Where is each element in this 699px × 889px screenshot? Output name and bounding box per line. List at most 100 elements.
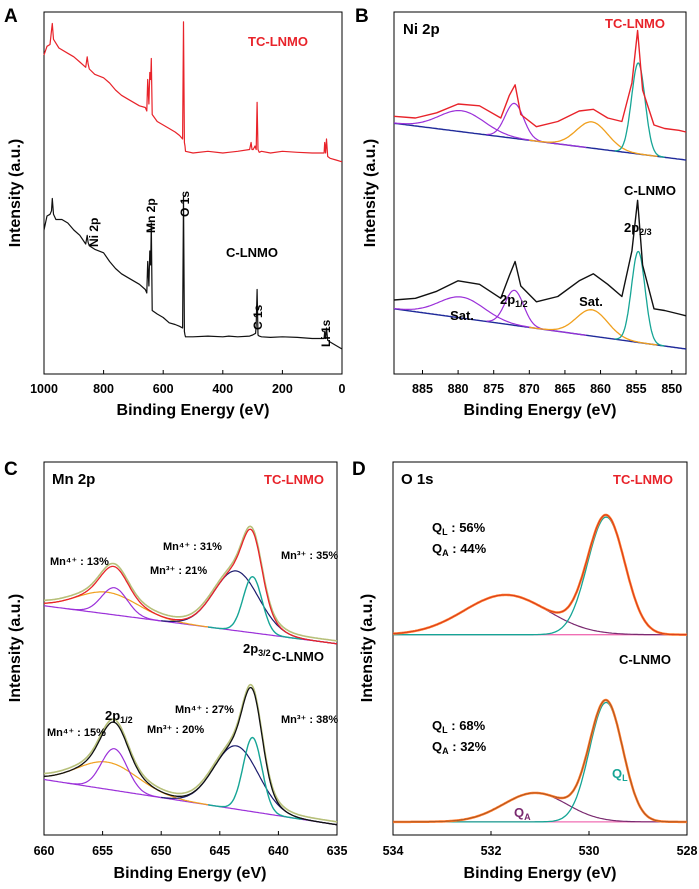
panel-c-c-comp-4: Mn³⁺ : 38% (281, 714, 338, 726)
panel-a-mn2p-label: Mn 2p (144, 198, 158, 233)
panel-d-qa-peak-label: QA (514, 805, 531, 822)
panel-b-tc-lnmo-data (393, 29, 687, 133)
panel-a-c-label: C-LNMO (226, 245, 278, 260)
panel-c-tc-envelope (44, 525, 338, 642)
panel-d-title: O 1s (401, 471, 434, 488)
panel-c-c-mn3-low (67, 748, 162, 799)
panel-a-x-tick-label: 400 (212, 382, 233, 396)
panel-b-x-tick-label: 860 (590, 382, 611, 396)
panel-c-frame (43, 461, 338, 836)
panel-d-x-tick-label: 530 (579, 844, 600, 858)
panel-b-2p23-label: 2p2/3 (624, 220, 652, 237)
panel-d-x-tick-label: 532 (481, 844, 502, 858)
panel-c-ylabel: Intensity (a.u.) (7, 594, 24, 702)
panel-c-x-tick-label: 645 (209, 844, 230, 858)
panel-b-c-2p23-fit (614, 250, 665, 347)
panel-d-tc-fit-sum (392, 514, 687, 636)
panel-c-c-mn3-high (207, 736, 302, 820)
panel-b-x-tick-label: 865 (554, 382, 575, 396)
panel-c-x-tick-label: 660 (34, 844, 55, 858)
panel-c-x-tick-label: 655 (92, 844, 113, 858)
panel-b-tc-sat1-fit (393, 110, 587, 149)
panel-b-c-sat1-fit (393, 296, 587, 336)
panel-c-tc-comp-1: Mn⁴⁺ : 13% (50, 556, 109, 568)
panel-letter-b: B (355, 6, 369, 27)
panel-a-ylabel: Intensity (a.u.) (7, 139, 24, 247)
panel-a-x-tick-label: 200 (272, 382, 293, 396)
panel-a-x-tick-label: 0 (339, 382, 346, 396)
panel-c-ticks: 660 655 650 645 640 635 (34, 831, 348, 858)
panel-d-ql-peak-label: QL (612, 766, 628, 783)
panel-a-xlabel: Binding Energy (eV) (117, 402, 270, 419)
panel-d-frame (392, 461, 688, 836)
panel-b-plot (393, 29, 687, 350)
panel-b-c-label: C-LNMO (624, 183, 676, 198)
panel-d-tc-qa: QA : 44% (432, 541, 487, 558)
panel-b-sat-label-1: Sat. (450, 308, 474, 323)
panel-c-c-comp-1: Mn⁴⁺ : 15% (47, 727, 106, 739)
panel-b-xlabel: Binding Energy (eV) (464, 402, 617, 419)
panel-c-tc-mn3-high (207, 576, 302, 640)
panel-a-frame (43, 11, 343, 375)
panel-b-x-tick-label: 880 (448, 382, 469, 396)
panel-b-c-sat2-fit (529, 309, 658, 346)
panel-d-c-ql: QL : 68% (432, 718, 486, 735)
panel-b-sat-label-2: Sat. (579, 294, 603, 309)
panel-a-li1s-label: Li 1s (319, 319, 333, 347)
panel-d-ylabel: Intensity (a.u.) (359, 594, 376, 702)
panel-d-x-tick-label: 528 (677, 844, 698, 858)
panel-d-xlabel: Binding Energy (eV) (464, 865, 617, 882)
panel-a-x-tick-label: 800 (93, 382, 114, 396)
panel-b-tc-2p23-fit (614, 62, 665, 158)
panel-c-tc-comp-3: Mn⁴⁺ : 31% (163, 541, 222, 553)
panel-c-x-tick-label: 635 (327, 844, 348, 858)
panel-c-c-label: C-LNMO (272, 649, 324, 664)
panel-a-x-tick-label: 1000 (30, 382, 58, 396)
panel-d-c-fit-sum (393, 699, 687, 823)
panel-b-x-tick-label: 885 (412, 382, 433, 396)
panel-b-tc-label: TC-LNMO (605, 16, 665, 31)
panel-c-2p12-label: 2p1/2 (105, 708, 133, 725)
panel-a-c1s-label: C 1s (251, 304, 265, 330)
panel-c-tc-label: TC-LNMO (264, 472, 324, 487)
panel-c-tc-data (44, 528, 338, 645)
panel-d-ticks: 534 532 530 528 (383, 831, 698, 858)
panel-c-plot (43, 525, 338, 826)
panel-letter-a: A (4, 6, 18, 27)
panel-c-c-mn4-high (161, 745, 338, 826)
panel-b-x-tick-label: 870 (519, 382, 540, 396)
panel-letter-d: D (352, 459, 366, 480)
panel-a-series-tc-lnmo (43, 21, 343, 163)
panel-c-c-comp-2: Mn³⁺ : 20% (147, 724, 204, 736)
panel-d-tc-ql: QL : 56% (432, 520, 486, 537)
panel-b-title: Ni 2p (403, 21, 440, 38)
panel-c-tc-comp-4: Mn³⁺ : 35% (281, 550, 338, 562)
panel-c-c-envelope (43, 683, 338, 823)
panel-b-c-lnmo-data (393, 199, 687, 317)
panel-c-tc-mn3-low (67, 587, 162, 622)
panel-b-tc-sat2-fit (529, 121, 658, 158)
panel-b-x-tick-label: 850 (661, 382, 682, 396)
panel-b-c-2p12-fit (486, 289, 544, 330)
panel-b-ticks: 885 880 875 870 865 860 855 850 (412, 370, 682, 396)
panel-d-tc-label: TC-LNMO (613, 472, 673, 487)
panel-d-c-qa-fit (393, 792, 687, 823)
panel-b-ylabel: Intensity (a.u.) (362, 139, 379, 247)
panel-d-c-label: C-LNMO (619, 652, 671, 667)
panel-a-series-c-lnmo (43, 196, 343, 350)
panel-c-xlabel: Binding Energy (eV) (114, 865, 267, 882)
panel-c-2p32-label: 2p3/2 (243, 641, 271, 658)
panel-d-c-qa: QA : 32% (432, 739, 487, 756)
panel-d-tc-qa-fit (392, 594, 687, 636)
panel-d-x-tick-label: 534 (383, 844, 404, 858)
panel-b-2p12-label: 2p1/2 (500, 292, 528, 309)
panel-a-ticks: 1000 800 600 400 200 0 (30, 370, 346, 396)
panel-c-x-tick-label: 640 (268, 844, 289, 858)
panel-a-ni2p-label: Ni 2p (87, 218, 101, 247)
panel-a-x-tick-label: 600 (153, 382, 174, 396)
panel-a-plot (43, 21, 343, 350)
panel-b-x-tick-label: 875 (483, 382, 504, 396)
panel-b-tc-2p12-fit (486, 102, 544, 143)
panel-b-x-tick-label: 855 (626, 382, 647, 396)
